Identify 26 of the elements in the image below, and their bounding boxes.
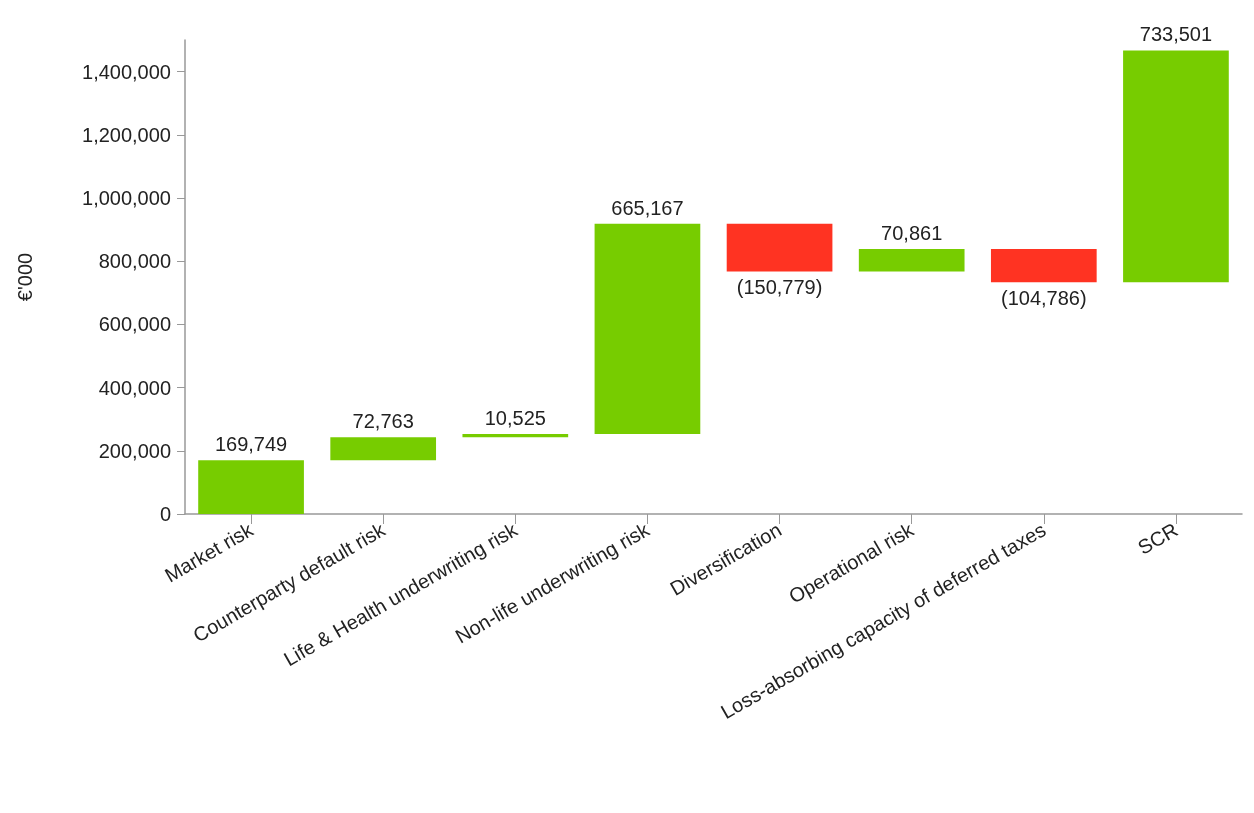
bar (594, 223, 701, 435)
data-label: 733,501 (1139, 23, 1213, 46)
data-label: 10,525 (484, 407, 546, 430)
y-axis-title: €'000 (14, 252, 36, 302)
y-tick-label: 0 (159, 503, 171, 525)
data-label: (150,779) (736, 276, 823, 299)
y-tick-label: 1,200,000 (82, 123, 171, 146)
x-tick-label: SCR (1133, 518, 1182, 559)
bar (858, 249, 965, 272)
y-tick-label: 1,400,000 (82, 60, 171, 83)
bar (330, 437, 437, 461)
bar (990, 249, 1097, 283)
data-label: 72,763 (352, 410, 414, 433)
y-tick-label: 600,000 (98, 313, 171, 336)
bar (726, 223, 833, 272)
data-label: 70,861 (881, 222, 943, 245)
y-tick-label: 200,000 (98, 439, 171, 462)
y-tick-label: 800,000 (98, 250, 171, 273)
bar (198, 460, 304, 514)
data-label: 169,749 (214, 433, 288, 456)
y-tick-label: 400,000 (98, 376, 171, 399)
bar (462, 434, 569, 438)
data-label: (104,786) (1001, 287, 1087, 310)
bar (1123, 50, 1229, 283)
data-label: 665,167 (611, 196, 684, 219)
y-tick-label: 1,000,000 (82, 187, 171, 209)
